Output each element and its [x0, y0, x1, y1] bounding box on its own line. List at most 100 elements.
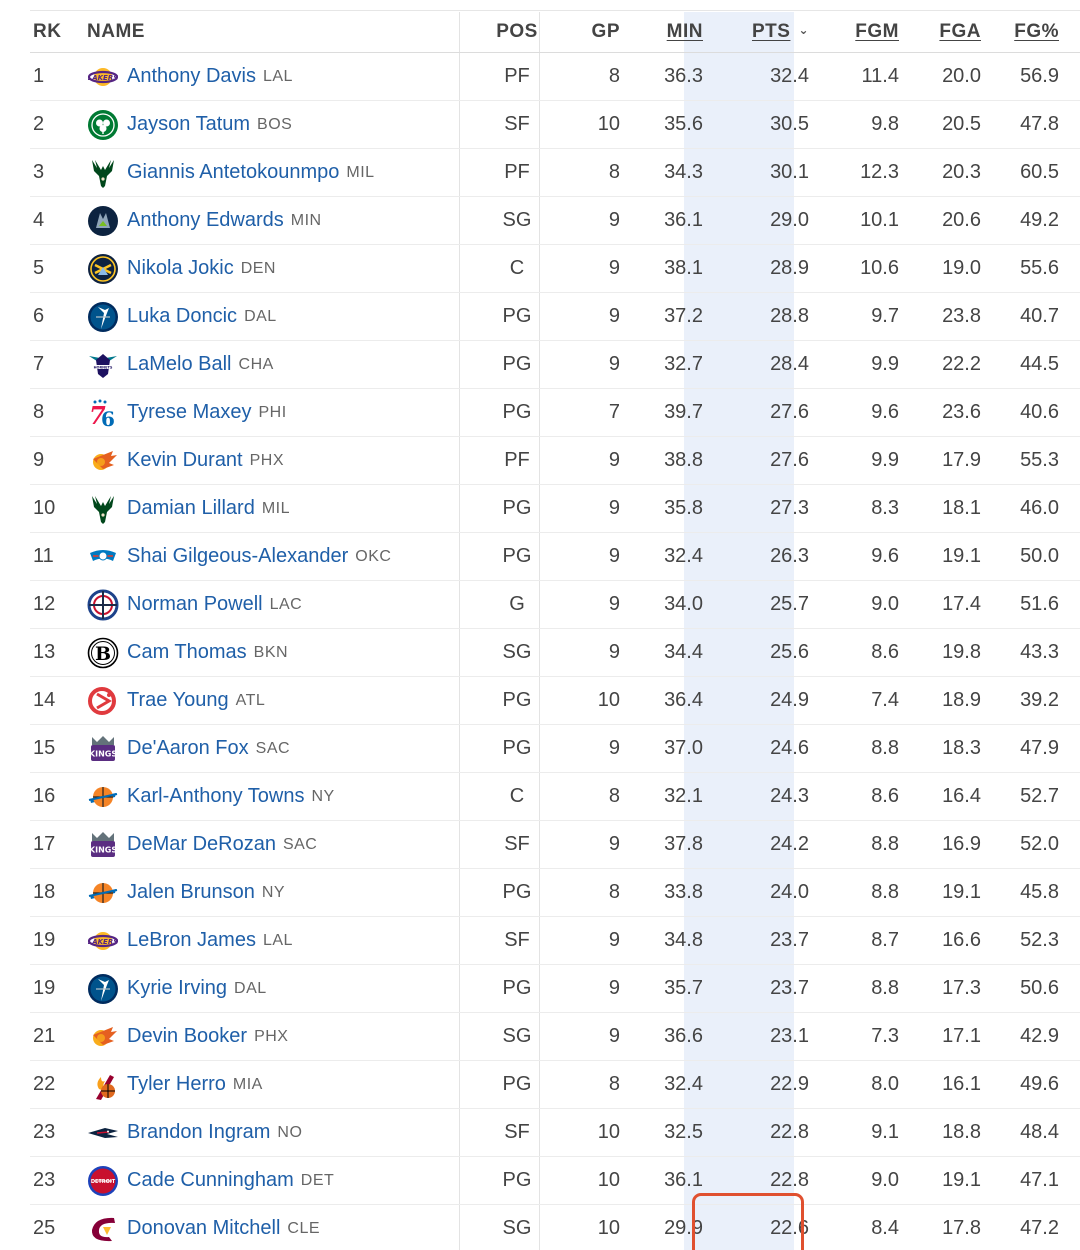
- rank-cell: 4: [30, 196, 73, 245]
- team-abbreviation: NY: [261, 883, 286, 901]
- points-cell: 26.3: [711, 532, 821, 581]
- player-name-link[interactable]: Tyrese Maxey: [127, 401, 252, 423]
- games-played-cell: 9: [557, 196, 637, 245]
- player-name-link[interactable]: Devin Booker: [127, 1025, 248, 1047]
- games-played-cell: 9: [557, 340, 637, 389]
- player-cell: Shai Gilgeous-Alexander OKC: [73, 532, 477, 581]
- column-header-fgm-label[interactable]: FGM: [855, 21, 899, 42]
- games-played-cell: 10: [557, 1204, 637, 1250]
- player-cell: Anthony Edwards MIN: [73, 196, 477, 245]
- position-cell: SF: [477, 100, 557, 149]
- points-cell: 29.0: [711, 196, 821, 245]
- fgm-cell: 8.8: [821, 964, 907, 1013]
- player-name-link[interactable]: Cade Cunningham: [127, 1169, 294, 1191]
- rank-cell: 12: [30, 580, 73, 629]
- games-played-cell: 8: [557, 868, 637, 917]
- fg-percent-cell: 46.0: [993, 484, 1079, 533]
- column-header-fgm[interactable]: FGM: [821, 12, 907, 53]
- rank-cell: 3: [30, 148, 73, 197]
- fgm-cell: 8.8: [821, 868, 907, 917]
- player-name-link[interactable]: Damian Lillard: [127, 497, 255, 519]
- player-name-link[interactable]: Karl-Anthony Towns: [127, 785, 305, 807]
- column-header-fgp[interactable]: FG%: [993, 12, 1079, 53]
- column-header-pts-label[interactable]: PTS: [751, 21, 791, 42]
- player-cell: HORNETS LaMelo Ball CHA: [73, 340, 477, 389]
- player-name-link[interactable]: Shai Gilgeous-Alexander: [127, 545, 349, 567]
- player-name-link[interactable]: Giannis Antetokounmpo: [127, 161, 340, 183]
- minutes-cell: 38.1: [637, 244, 711, 293]
- timberwolves-logo-icon: [87, 205, 119, 237]
- team-abbreviation: LAC: [269, 595, 303, 613]
- player-stats-table: RK NAME POS GP MIN PTS ⌄ FGM FGA FG% 1 LAK…: [30, 12, 1080, 1250]
- player-name-link[interactable]: Jayson Tatum: [127, 113, 251, 135]
- player-name-link[interactable]: Anthony Davis: [127, 65, 256, 87]
- column-header-min-label[interactable]: MIN: [666, 21, 703, 42]
- player-name-link[interactable]: De'Aaron Fox: [127, 737, 249, 759]
- fga-cell: 17.8: [907, 1204, 993, 1250]
- player-name-link[interactable]: Anthony Edwards: [127, 209, 284, 231]
- points-cell: 25.7: [711, 580, 821, 629]
- points-cell: 24.3: [711, 772, 821, 821]
- table-row: 23 DETROIT Cade Cunningham DET PG 10 36.1 22.8 9…: [30, 1156, 1080, 1205]
- team-abbreviation: DET: [300, 1171, 335, 1189]
- column-header-fgp-label[interactable]: FG%: [1014, 21, 1059, 42]
- fgm-cell: 9.1: [821, 1108, 907, 1157]
- fgm-cell: 8.6: [821, 628, 907, 677]
- column-header-fga[interactable]: FGA: [907, 12, 993, 53]
- player-name-link[interactable]: Nikola Jokic: [127, 257, 234, 279]
- rank-cell: 11: [30, 532, 73, 581]
- points-cell: 27.6: [711, 388, 821, 437]
- position-cell: SF: [477, 820, 557, 869]
- points-cell: 22.6: [711, 1204, 821, 1250]
- table-row: 7 HORNETS LaMelo Ball CHA PG 9 32.7 28.4 9.9 22.2…: [30, 340, 1080, 389]
- player-name-link[interactable]: DeMar DeRozan: [127, 833, 276, 855]
- fgm-cell: 10.6: [821, 244, 907, 293]
- chevron-down-icon[interactable]: ⌄: [798, 23, 809, 37]
- points-cell: 22.9: [711, 1060, 821, 1109]
- fgm-cell: 8.4: [821, 1204, 907, 1250]
- minutes-cell: 34.8: [637, 916, 711, 965]
- player-name-link[interactable]: Brandon Ingram: [127, 1121, 271, 1143]
- player-name-link[interactable]: LaMelo Ball: [127, 353, 232, 375]
- table-row: 19 Kyrie Irving DAL PG 9 35.7 23.7 8.8 17.3 50.6: [30, 964, 1080, 1013]
- player-cell: Luka Doncic DAL: [73, 292, 477, 341]
- fgm-cell: 12.3: [821, 148, 907, 197]
- player-name-link[interactable]: Norman Powell: [127, 593, 263, 615]
- player-name-link[interactable]: Tyler Herro: [127, 1073, 226, 1095]
- player-name-link[interactable]: Cam Thomas: [127, 641, 247, 663]
- player-name-link[interactable]: Kyrie Irving: [127, 977, 228, 999]
- points-cell: 24.0: [711, 868, 821, 917]
- fga-cell: 23.8: [907, 292, 993, 341]
- player-name-link[interactable]: Trae Young: [127, 689, 229, 711]
- fga-cell: 18.1: [907, 484, 993, 533]
- suns-logo-icon: [87, 1021, 119, 1053]
- fgm-cell: 8.0: [821, 1060, 907, 1109]
- position-cell: PG: [477, 1060, 557, 1109]
- player-cell: Kevin Durant PHX: [73, 436, 477, 485]
- fgm-cell: 9.0: [821, 1156, 907, 1205]
- player-name-link[interactable]: Donovan Mitchell: [127, 1217, 281, 1239]
- column-header-min[interactable]: MIN: [637, 12, 711, 53]
- position-cell: PF: [477, 148, 557, 197]
- points-cell: 23.7: [711, 964, 821, 1013]
- fg-percent-cell: 40.7: [993, 292, 1079, 341]
- player-name-link[interactable]: LeBron James: [127, 929, 256, 951]
- team-abbreviation: DAL: [234, 979, 267, 997]
- column-header-rk: RK: [30, 12, 73, 53]
- team-abbreviation: DAL: [244, 307, 277, 325]
- player-name-link[interactable]: Luka Doncic: [127, 305, 238, 327]
- fga-cell: 16.9: [907, 820, 993, 869]
- fgm-cell: 9.7: [821, 292, 907, 341]
- column-header-fga-label[interactable]: FGA: [939, 21, 981, 42]
- player-name-link[interactable]: Jalen Brunson: [127, 881, 255, 903]
- fga-cell: 17.4: [907, 580, 993, 629]
- player-name-link[interactable]: Kevin Durant: [127, 449, 243, 471]
- rank-cell: 9: [30, 436, 73, 485]
- bucks-logo-icon: [87, 493, 119, 525]
- column-header-pts[interactable]: PTS ⌄: [711, 12, 821, 53]
- celtics-logo-icon: [87, 109, 119, 141]
- minutes-cell: 38.8: [637, 436, 711, 485]
- fga-cell: 19.1: [907, 868, 993, 917]
- games-played-cell: 10: [557, 100, 637, 149]
- table-row: 21 Devin Booker PHX SG 9 36.6 23.1 7.3 17.1 42.9: [30, 1012, 1080, 1061]
